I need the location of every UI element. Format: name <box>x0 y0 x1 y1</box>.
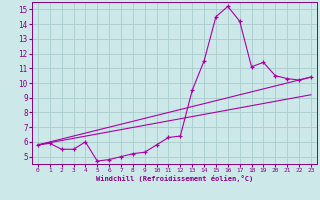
X-axis label: Windchill (Refroidissement éolien,°C): Windchill (Refroidissement éolien,°C) <box>96 175 253 182</box>
